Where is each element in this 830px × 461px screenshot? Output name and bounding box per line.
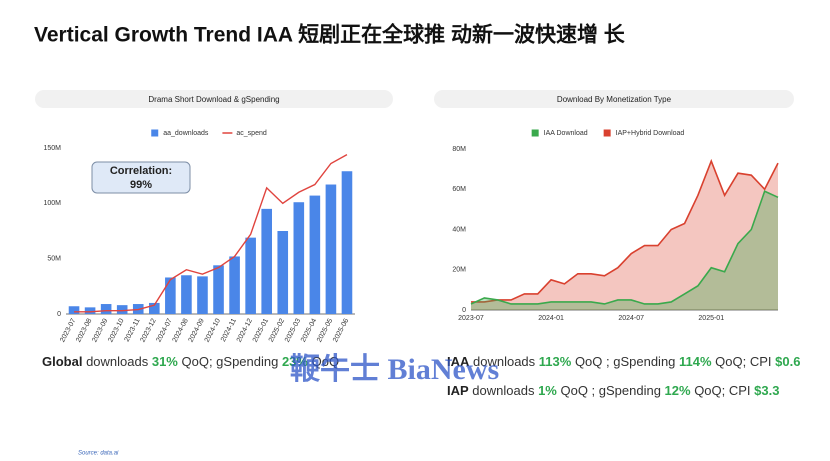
bar bbox=[325, 184, 337, 314]
line bbox=[470, 190, 779, 305]
chart-header-bg bbox=[434, 90, 794, 108]
area bbox=[471, 191, 778, 310]
x-tick-label: 2024-07 bbox=[618, 315, 644, 322]
legend-swatch bbox=[151, 129, 159, 137]
line bbox=[74, 154, 348, 313]
bar bbox=[149, 302, 160, 314]
stat-line: IAP downloads 1% QoQ ; gSpending 12% QoQ… bbox=[447, 383, 779, 398]
y-tick-label: 150M bbox=[43, 145, 61, 152]
area bbox=[471, 161, 778, 310]
bar bbox=[245, 237, 256, 314]
legend-swatch bbox=[603, 129, 611, 137]
annotation: Correlation: bbox=[110, 165, 172, 177]
legend-label: ac_spend bbox=[236, 130, 266, 137]
y-tick-label: 40M bbox=[452, 226, 466, 233]
bar bbox=[213, 265, 224, 314]
legend-label: IAA Download bbox=[544, 130, 588, 137]
legend-label: aa_downloads bbox=[163, 130, 209, 137]
y-tick-label: 50M bbox=[47, 256, 61, 263]
x-tick-label: 2023-07 bbox=[458, 315, 484, 322]
slide-title: Vertical Growth Trend IAA 短剧正在全球推 动新一波快速… bbox=[34, 23, 626, 47]
x-tick-label: 2024-01 bbox=[538, 315, 564, 322]
stat-line: Global downloads 31% QoQ; gSpending 23% … bbox=[42, 354, 339, 369]
y-tick-label: 60M bbox=[452, 186, 466, 193]
chart-header-bg bbox=[35, 90, 393, 108]
bar bbox=[293, 202, 305, 314]
y-tick-label: 100M bbox=[43, 200, 61, 207]
bar bbox=[341, 171, 353, 314]
chart-title: Download By Monetization Type bbox=[557, 95, 672, 104]
bar bbox=[100, 304, 112, 314]
chart-title: Drama Short Download & gSpending bbox=[148, 95, 279, 104]
bar bbox=[84, 307, 96, 314]
annotation-box bbox=[91, 161, 191, 194]
y-tick-label: 0 bbox=[462, 307, 466, 314]
bar bbox=[261, 208, 272, 314]
y-tick-label: 80M bbox=[452, 146, 466, 153]
bar bbox=[229, 256, 240, 314]
legend-label: IAP+Hybrid Download bbox=[616, 130, 685, 137]
stat-line: IAA downloads 113% QoQ ; gSpending 114% … bbox=[447, 354, 800, 369]
bar bbox=[181, 275, 192, 314]
annotation: 99% bbox=[130, 179, 152, 191]
bar bbox=[165, 277, 176, 314]
y-tick-label: 20M bbox=[452, 267, 466, 274]
bar bbox=[68, 306, 80, 314]
watermark: 鞭牛士 BiaNews bbox=[290, 353, 499, 386]
line bbox=[471, 158, 779, 303]
source: Source: data.ai bbox=[78, 451, 119, 457]
legend-swatch bbox=[531, 129, 539, 137]
bar bbox=[197, 276, 208, 314]
bar bbox=[277, 231, 289, 314]
x-tick-label: 2025-01 bbox=[698, 315, 724, 322]
bar bbox=[116, 305, 128, 314]
bar bbox=[309, 195, 321, 314]
y-tick-label: 0 bbox=[57, 311, 61, 318]
